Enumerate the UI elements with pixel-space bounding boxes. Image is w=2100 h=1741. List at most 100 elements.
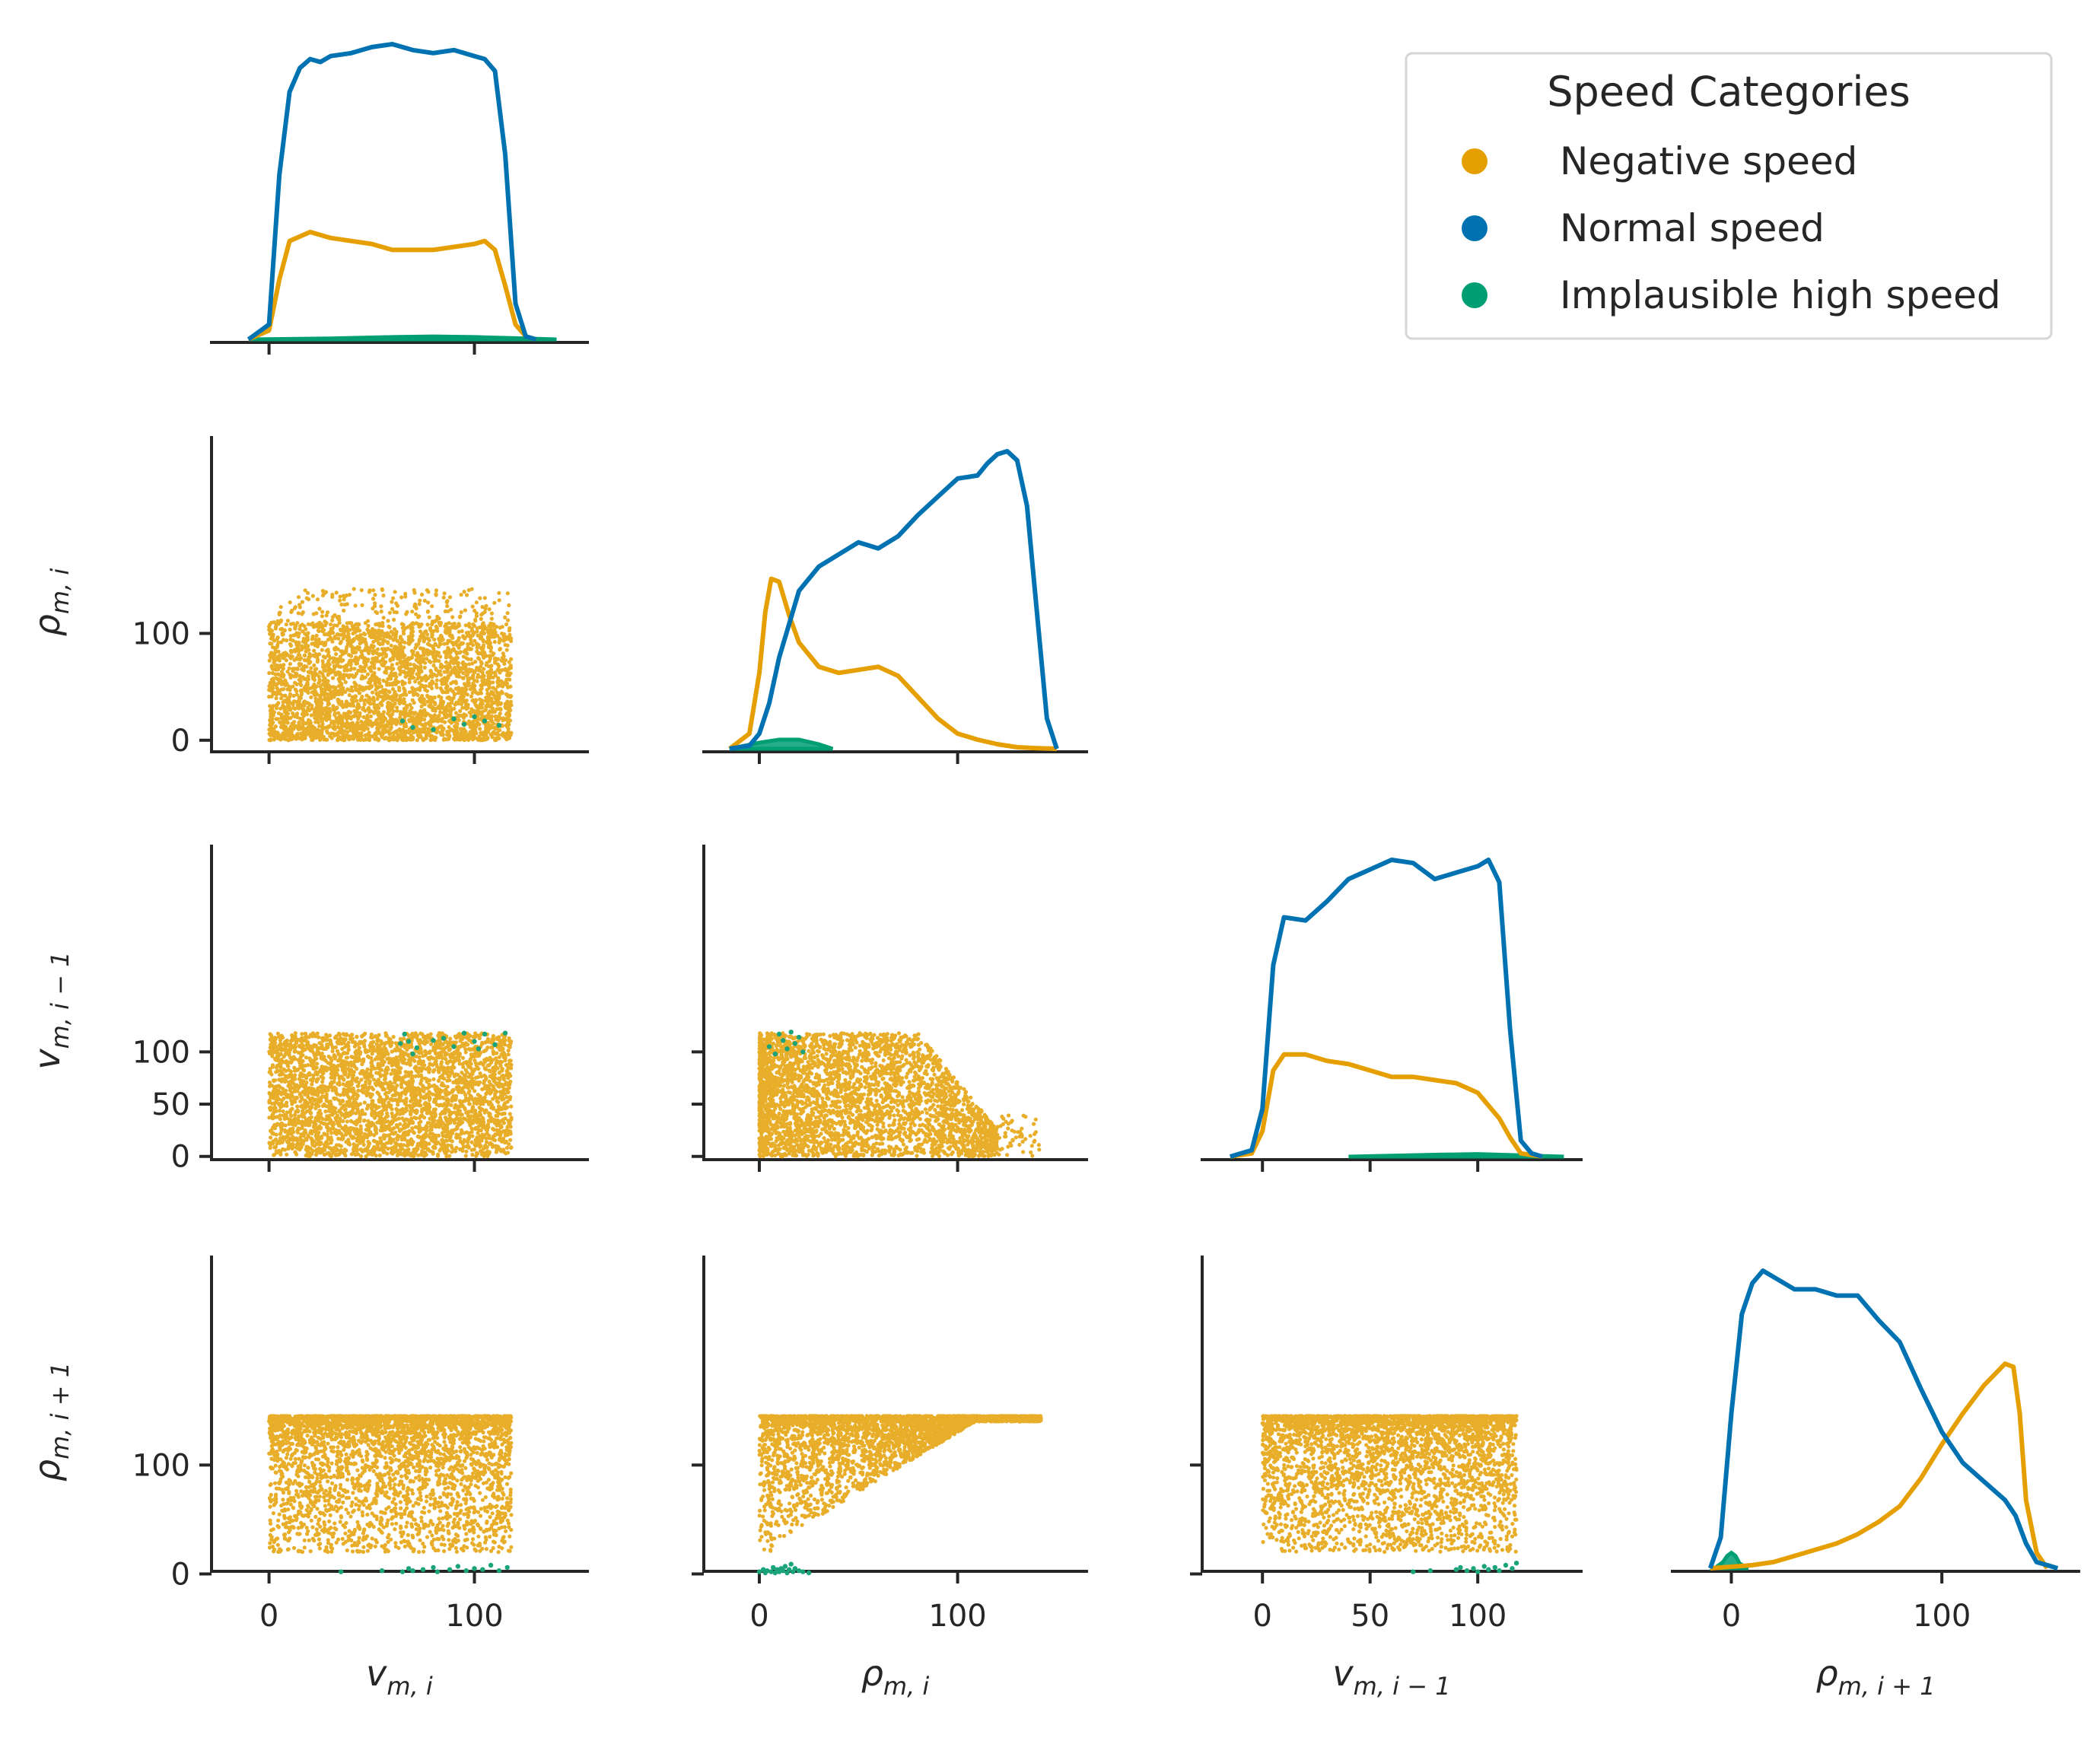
scatter-point [306,674,310,679]
scatter-point [391,683,396,687]
scatter-point [489,645,494,651]
scatter-point [374,622,379,627]
scatter-point [346,735,351,740]
scatter-point [362,702,367,707]
scatter-point [275,645,279,649]
scatter-point [387,625,392,630]
scatter-point [362,699,367,703]
scatter-point [393,590,397,594]
scatter-point [504,733,508,737]
scatter-point [338,594,342,599]
scatter-point [416,641,421,647]
scatter-point [486,712,491,717]
scatter-point [497,692,501,698]
scatter-point [506,637,511,641]
scatter-point [301,675,305,680]
scatter-point [278,618,284,623]
scatter-point [418,629,423,634]
scatter-point [346,675,351,680]
scatter-point [402,686,406,691]
scatter-point [307,731,311,736]
scatter-point [330,719,335,724]
scatter-point [390,712,395,717]
scatter-point [492,600,497,605]
scatter-point [282,673,286,677]
scatter-point [449,681,453,686]
scatter-point [363,708,368,713]
scatter-point [345,1119,349,1124]
scatter-point [292,657,297,663]
scatter-point [452,706,457,711]
scatter-point [453,680,458,684]
scatter-point [302,657,307,663]
scatter-point [464,699,469,703]
scatter-point [305,634,310,638]
scatter-point [443,651,448,655]
scatter-point [414,1116,418,1121]
scatter-point [350,695,355,699]
scatter-point [504,706,508,711]
scatter-point [485,726,489,730]
scatter-point [367,730,371,735]
scatter-point [395,638,399,643]
scatter-point [362,1100,367,1105]
scatter-point [367,722,371,727]
scatter-point [396,646,401,651]
scatter-point [320,671,325,676]
scatter-point [331,704,336,708]
scatter-point [371,699,377,703]
scatter-point [454,730,460,734]
scatter-point [491,675,495,680]
scatter-point [377,1033,381,1037]
scatter-point [467,647,473,651]
scatter-point [456,660,461,666]
scatter-point [327,667,332,671]
scatter-point [355,635,359,640]
scatter-point [428,626,433,631]
scatter-point [388,657,393,662]
scatter-point [478,625,482,630]
scatter-point [442,591,447,596]
scatter-point [404,737,409,743]
scatter-point [391,638,396,642]
scatter-point [273,672,278,676]
scatter-point [400,645,406,650]
scatter-point-implausible [399,718,406,724]
scatter-point [390,1068,395,1073]
scatter-point [358,1124,363,1128]
scatter-point [387,709,392,714]
scatter-point [374,659,379,664]
scatter-point [287,716,291,721]
scatter-point [315,654,320,659]
scatter-point [384,667,389,672]
scatter-point [464,656,469,660]
scatter-point [450,625,455,629]
scatter-point [477,722,482,727]
scatter-point [304,645,308,650]
scatter-point [412,663,416,667]
scatter-point [444,654,449,658]
scatter-point [371,690,375,695]
scatter-point-implausible [461,721,467,727]
scatter-point [274,683,278,688]
scatter-point [377,653,381,657]
scatter-point [352,667,357,671]
scatter-point [475,650,479,654]
scatter-point [412,590,417,595]
scatter-point [508,626,512,631]
scatter-point [291,633,296,638]
scatter-point [326,673,330,677]
scatter-point [272,660,276,665]
scatter-point [479,632,484,636]
scatter-point [399,622,404,626]
scatter-point [507,711,511,716]
scatter-point [399,712,403,717]
scatter-point [397,697,402,702]
scatter-point [380,638,386,642]
scatter-point [297,1077,301,1081]
scatter-point [381,616,386,620]
scatter-point-implausible [451,716,457,721]
scatter-point [323,623,327,628]
scatter-point [504,622,509,627]
